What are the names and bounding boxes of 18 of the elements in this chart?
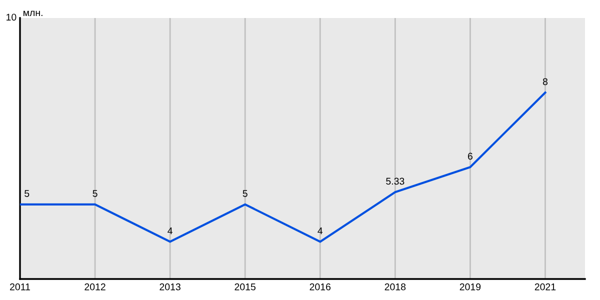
data-label: 5 [24, 190, 30, 197]
x-tick-label: 2012 [84, 283, 106, 290]
data-label: 5 [242, 190, 248, 197]
x-tick-label: 2016 [310, 283, 331, 290]
x-tick-label: 2015 [234, 283, 256, 290]
x-tick-label: 2021 [534, 283, 556, 290]
data-label: 8 [542, 78, 548, 86]
data-label: 4 [168, 227, 172, 234]
data-label: 5 [92, 190, 98, 197]
data-label: 4 [318, 227, 323, 234]
text: 10 [6, 14, 16, 21]
x-tick-label: 2018 [384, 283, 406, 290]
data-label: 6 [468, 152, 472, 160]
x-tick-label: 2011 [10, 283, 30, 290]
y-axis-title: млн. [24, 10, 42, 16]
x-tick-label: 2013 [160, 283, 180, 290]
x-tick-label: 2019 [460, 283, 481, 290]
data-label: 5.33 [386, 178, 404, 185]
